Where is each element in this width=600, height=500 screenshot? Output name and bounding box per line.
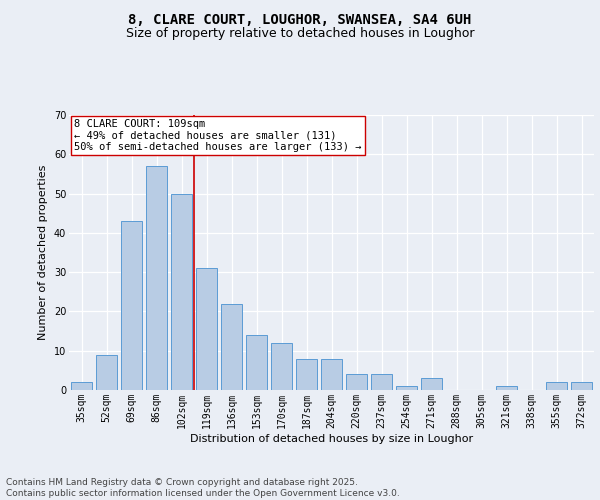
Bar: [296, 358, 317, 390]
Bar: [496, 386, 517, 390]
Bar: [396, 386, 417, 390]
X-axis label: Distribution of detached houses by size in Loughor: Distribution of detached houses by size …: [190, 434, 473, 444]
Bar: [221, 304, 242, 390]
Bar: [96, 354, 117, 390]
Bar: [346, 374, 367, 390]
Bar: [196, 268, 217, 390]
Bar: [571, 382, 592, 390]
Bar: [371, 374, 392, 390]
Bar: [271, 343, 292, 390]
Bar: [146, 166, 167, 390]
Bar: [71, 382, 92, 390]
Bar: [321, 358, 342, 390]
Bar: [246, 335, 267, 390]
Bar: [421, 378, 442, 390]
Bar: [546, 382, 567, 390]
Text: 8, CLARE COURT, LOUGHOR, SWANSEA, SA4 6UH: 8, CLARE COURT, LOUGHOR, SWANSEA, SA4 6U…: [128, 12, 472, 26]
Bar: [121, 221, 142, 390]
Y-axis label: Number of detached properties: Number of detached properties: [38, 165, 48, 340]
Text: Size of property relative to detached houses in Loughor: Size of property relative to detached ho…: [126, 28, 474, 40]
Text: Contains HM Land Registry data © Crown copyright and database right 2025.
Contai: Contains HM Land Registry data © Crown c…: [6, 478, 400, 498]
Bar: [171, 194, 192, 390]
Text: 8 CLARE COURT: 109sqm
← 49% of detached houses are smaller (131)
50% of semi-det: 8 CLARE COURT: 109sqm ← 49% of detached …: [74, 119, 362, 152]
